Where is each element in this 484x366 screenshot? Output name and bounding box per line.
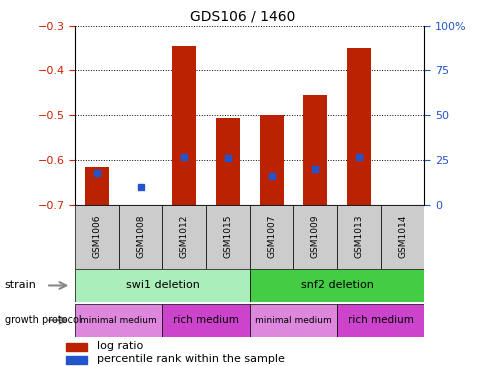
Bar	[75, 304, 162, 337]
Bar	[162, 304, 249, 337]
Text: GSM1008: GSM1008	[136, 214, 145, 258]
Bar	[249, 304, 336, 337]
Bar	[162, 205, 206, 269]
Bar	[75, 269, 249, 302]
Bar	[346, 48, 370, 205]
Bar	[302, 95, 327, 205]
Bar	[380, 205, 424, 269]
Text: GSM1014: GSM1014	[397, 214, 406, 258]
Bar	[75, 205, 119, 269]
Bar	[336, 205, 380, 269]
Text: GSM1006: GSM1006	[92, 214, 101, 258]
Text: growth protocol: growth protocol	[5, 315, 81, 325]
Bar	[215, 117, 240, 205]
Bar	[66, 343, 87, 351]
Text: rich medium: rich medium	[347, 315, 413, 325]
Text: strain: strain	[5, 280, 37, 291]
Text: minimal medium: minimal medium	[80, 316, 157, 325]
Text: log ratio: log ratio	[97, 341, 143, 351]
Bar	[119, 205, 162, 269]
Bar	[172, 46, 196, 205]
Text: rich medium: rich medium	[173, 315, 239, 325]
Bar	[293, 205, 336, 269]
Text: GSM1007: GSM1007	[267, 214, 275, 258]
Bar	[259, 115, 283, 205]
Text: swi1 deletion: swi1 deletion	[125, 280, 199, 291]
Text: GSM1009: GSM1009	[310, 214, 319, 258]
Text: minimal medium: minimal medium	[255, 316, 331, 325]
Text: GSM1012: GSM1012	[180, 214, 188, 258]
Bar	[336, 304, 424, 337]
Text: GDS106 / 1460: GDS106 / 1460	[189, 9, 295, 23]
Bar	[66, 356, 87, 364]
Text: GSM1015: GSM1015	[223, 214, 232, 258]
Bar	[249, 269, 424, 302]
Bar	[206, 205, 249, 269]
Text: GSM1013: GSM1013	[354, 214, 363, 258]
Text: snf2 deletion: snf2 deletion	[300, 280, 373, 291]
Text: percentile rank within the sample: percentile rank within the sample	[97, 354, 285, 365]
Bar	[85, 167, 109, 205]
Bar	[249, 205, 293, 269]
